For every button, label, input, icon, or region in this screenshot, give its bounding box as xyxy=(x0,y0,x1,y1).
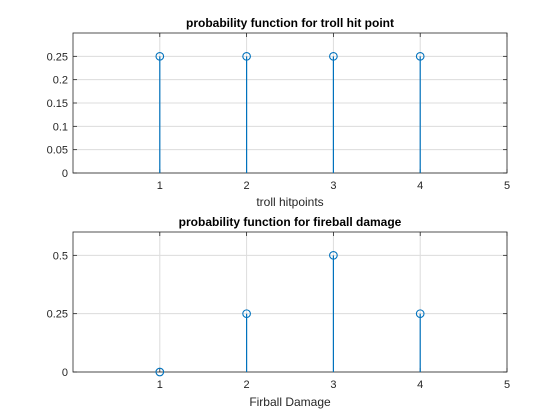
subplot-1-y-tick-label-0: 0 xyxy=(62,168,68,180)
subplot-2-x-tick-label-0: 1 xyxy=(157,379,163,391)
subplot-2-y-tick-label-1: 0.25 xyxy=(47,309,68,321)
subplot-2-title: probability function for fireball damage xyxy=(179,215,402,229)
subplot-1-x-axis-label: troll hitpoints xyxy=(256,195,323,209)
subplot-troll-hitpoints: 1 2 3 4 5 0 0.05 0.1 0.15 0.2 0.25 probability func… xyxy=(47,16,510,209)
subplot-1-marker-0 xyxy=(155,51,165,61)
subplot-1-marker-1 xyxy=(242,51,251,61)
subplot-1-marker-3 xyxy=(415,51,425,61)
subplot-2-y-tick-label-2: 0.5 xyxy=(53,250,68,262)
subplot-1-marker-2 xyxy=(329,51,338,61)
subplot-1-title: probability function for troll hit point xyxy=(186,16,394,30)
subplot-1-y-tick-label-5: 0.25 xyxy=(47,51,68,63)
subplot-2-axes-frame xyxy=(72,231,508,373)
subplot-2-marker-3 xyxy=(415,309,425,319)
subplot-fireball-damage: 1 2 3 4 5 0 0.25 0.5 probability function for fi… xyxy=(47,215,510,409)
subplot-1-y-tick-label-1: 0.05 xyxy=(47,145,68,157)
subplot-2-x-tick-label-1: 2 xyxy=(244,379,250,391)
subplot-1-x-tick-label-4: 5 xyxy=(504,180,510,192)
subplot-2-x-axis-label: Firball Damage xyxy=(249,395,331,409)
subplot-2-axes-background xyxy=(73,232,507,372)
subplot-1-x-tick-label-1: 2 xyxy=(244,180,250,192)
subplot-2-marker-2 xyxy=(329,250,338,260)
subplot-1-x-tick-label-2: 3 xyxy=(330,180,336,192)
subplot-1-y-tick-label-3: 0.15 xyxy=(47,98,68,110)
subplot-2-x-tick-label-4: 5 xyxy=(504,379,510,391)
subplot-2-y-tick-label-0: 0 xyxy=(62,367,68,379)
subplot-2-marker-1 xyxy=(242,309,251,319)
subplot-2-x-tick-label-3: 4 xyxy=(417,379,423,391)
subplot-2-x-tick-label-2: 3 xyxy=(330,379,336,391)
subplot-1-y-tick-label-2: 0.1 xyxy=(53,121,68,133)
subplot-2-marker-0 xyxy=(155,367,165,377)
subplot-1-x-tick-label-0: 1 xyxy=(157,180,163,192)
subplot-1-y-tick-label-4: 0.2 xyxy=(53,75,68,87)
subplot-1-x-tick-label-3: 4 xyxy=(417,180,423,192)
